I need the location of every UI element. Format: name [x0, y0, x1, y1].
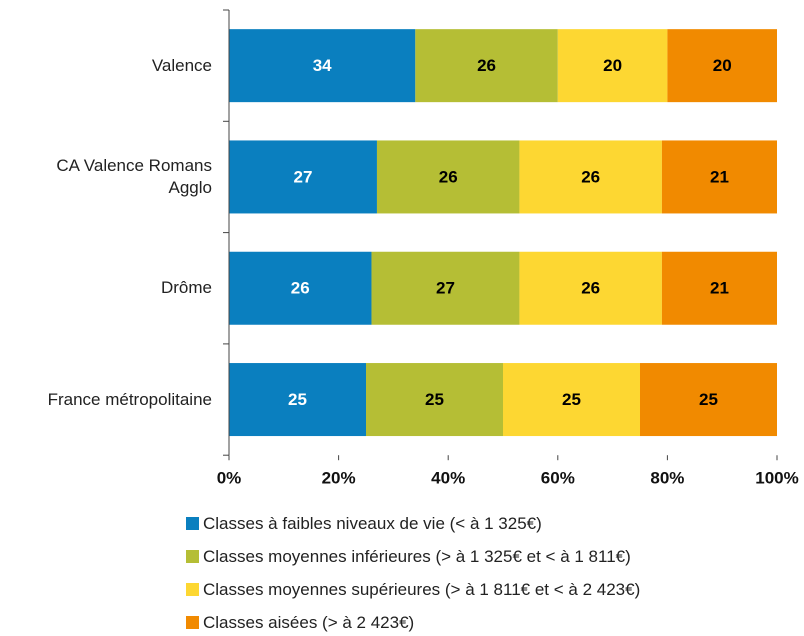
- bar-segment: [640, 363, 777, 437]
- data-label: 27: [294, 167, 313, 186]
- legend-swatch: [186, 583, 199, 596]
- category-label: Drôme: [160, 278, 212, 298]
- data-label: 20: [713, 56, 732, 75]
- category-label: CA Valence Romans Agglo: [56, 155, 212, 197]
- x-tick-label: 20%: [322, 469, 356, 488]
- data-label: 25: [425, 390, 444, 409]
- data-label: 26: [439, 167, 458, 186]
- data-label: 20: [603, 56, 622, 75]
- bar-segment: [229, 251, 372, 325]
- data-label: 25: [288, 390, 307, 409]
- bar-segment: [557, 29, 668, 103]
- category-label: Valence: [151, 55, 212, 75]
- bar-segment: [229, 140, 377, 214]
- data-label: 27: [436, 279, 455, 298]
- x-tick-label: 80%: [650, 469, 684, 488]
- bar-segment: [229, 29, 416, 103]
- bar-segment: [667, 29, 777, 103]
- bar-segment: [519, 251, 662, 325]
- x-tick-label: 60%: [541, 469, 575, 488]
- x-tick-label: 0%: [217, 469, 242, 488]
- bar-segment: [229, 363, 366, 437]
- data-label: 26: [581, 279, 600, 298]
- legend-label: Classes aisées (> à 2 423€): [203, 613, 415, 632]
- bar-segment: [503, 363, 640, 437]
- data-label: 26: [581, 167, 600, 186]
- bar-segment: [366, 363, 503, 437]
- data-label: 26: [477, 56, 496, 75]
- bar-segment: [371, 251, 520, 325]
- data-label: 25: [562, 390, 581, 409]
- x-tick-label: 100%: [755, 469, 798, 488]
- data-label: 25: [699, 390, 718, 409]
- legend-label: Classes moyennes supérieures (> à 1 811€…: [203, 580, 641, 599]
- data-label: 21: [710, 167, 729, 186]
- x-tick-label: 40%: [431, 469, 465, 488]
- bar-segment: [661, 140, 777, 214]
- legend-swatch: [186, 517, 199, 530]
- bar-segment: [661, 251, 777, 325]
- data-label: 21: [710, 279, 729, 298]
- category-label: France métropolitaine: [47, 389, 212, 409]
- legend-swatch: [186, 616, 199, 629]
- data-label: 34: [313, 56, 332, 75]
- bar-segment: [415, 29, 558, 103]
- legend-label: Classes moyennes inférieures (> à 1 325€…: [203, 547, 631, 566]
- data-label: 26: [291, 279, 310, 298]
- bar-segment: [376, 140, 520, 214]
- legend-swatch: [186, 550, 199, 563]
- legend-label: Classes à faibles niveaux de vie (< à 1 …: [203, 514, 542, 533]
- bar-segment: [519, 140, 662, 214]
